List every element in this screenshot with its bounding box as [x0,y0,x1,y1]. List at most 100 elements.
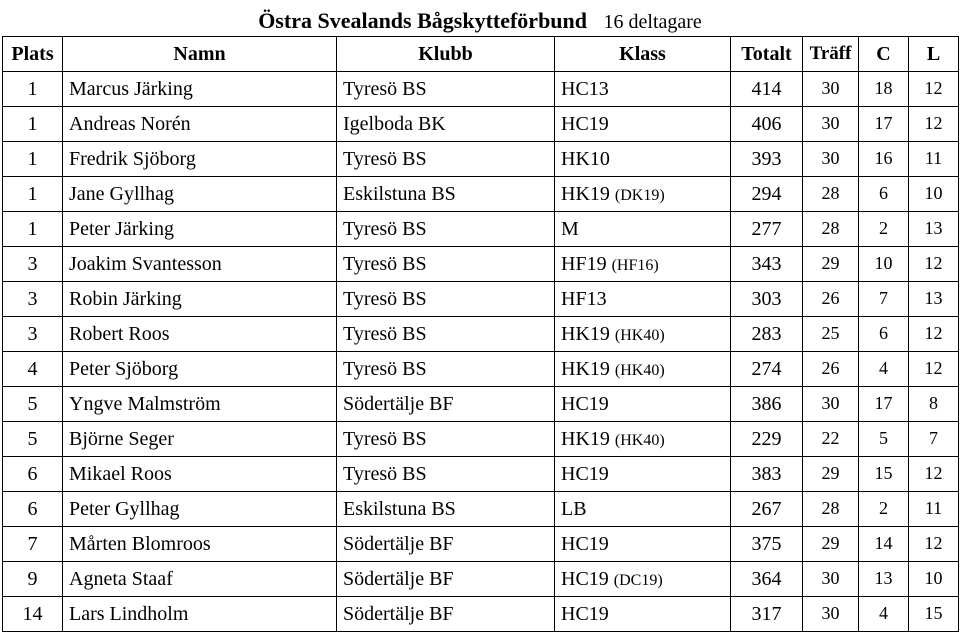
cell-klass: HK10 [555,142,731,177]
klass-main: HC19 [561,393,609,415]
cell-l: 10 [909,177,959,212]
table-row: 1Marcus JärkingTyresö BSHC13414301812 [3,72,959,107]
cell-plats: 14 [3,597,63,632]
cell-klass: HC19 (DC19) [555,562,731,597]
cell-c: 17 [859,387,909,422]
cell-traff: 29 [803,527,859,562]
table-row: 7Mårten BlomroosSödertälje BFHC193752914… [3,527,959,562]
cell-klass: HK19 (HK40) [555,352,731,387]
cell-traff: 30 [803,562,859,597]
klass-main: HC19 [561,603,609,625]
cell-klubb: Eskilstuna BS [337,492,555,527]
cell-namn: Peter Järking [63,212,337,247]
cell-traff: 29 [803,247,859,282]
cell-plats: 4 [3,352,63,387]
cell-c: 2 [859,492,909,527]
table-row: 14Lars LindholmSödertälje BFHC1931730415 [3,597,959,632]
table-row: 1Peter JärkingTyresö BSM27728213 [3,212,959,247]
cell-traff: 30 [803,387,859,422]
cell-klass: HC13 [555,72,731,107]
klass-main: HK19 [561,183,615,205]
cell-klass: HF13 [555,282,731,317]
cell-totalt: 364 [731,562,803,597]
klass-sub: (HK40) [615,327,665,344]
cell-c: 16 [859,142,909,177]
cell-c: 5 [859,422,909,457]
cell-c: 14 [859,527,909,562]
klass-main: HC19 [561,533,609,555]
klass-main: HC13 [561,78,609,100]
col-klass: Klass [555,37,731,72]
cell-klubb: Södertälje BF [337,387,555,422]
cell-l: 12 [909,72,959,107]
klass-sub: (HK40) [615,432,665,449]
col-namn: Namn [63,37,337,72]
cell-klubb: Tyresö BS [337,457,555,492]
klass-main: HF13 [561,288,607,310]
cell-plats: 6 [3,457,63,492]
cell-totalt: 375 [731,527,803,562]
table-row: 1Jane GyllhagEskilstuna BSHK19 (DK19)294… [3,177,959,212]
cell-c: 10 [859,247,909,282]
klass-main: HC19 [561,463,609,485]
cell-totalt: 386 [731,387,803,422]
cell-klass: HC19 [555,597,731,632]
cell-totalt: 267 [731,492,803,527]
cell-traff: 30 [803,107,859,142]
cell-klubb: Igelboda BK [337,107,555,142]
cell-klass: M [555,212,731,247]
cell-klubb: Tyresö BS [337,142,555,177]
klass-sub: (HF16) [612,257,659,274]
cell-klubb: Tyresö BS [337,422,555,457]
cell-klubb: Tyresö BS [337,72,555,107]
klass-main: HK19 [561,323,615,345]
col-traff: Träff [803,37,859,72]
table-row: 5Yngve MalmströmSödertälje BFHC193863017… [3,387,959,422]
cell-c: 6 [859,177,909,212]
cell-totalt: 229 [731,422,803,457]
cell-klubb: Södertälje BF [337,527,555,562]
cell-klubb: Södertälje BF [337,597,555,632]
cell-traff: 28 [803,492,859,527]
klass-sub: (DK19) [615,187,665,204]
cell-plats: 1 [3,72,63,107]
cell-l: 12 [909,247,959,282]
cell-plats: 5 [3,422,63,457]
cell-totalt: 283 [731,317,803,352]
cell-plats: 3 [3,282,63,317]
table-row: 3Joakim SvantessonTyresö BSHF19 (HF16)34… [3,247,959,282]
cell-c: 6 [859,317,909,352]
cell-namn: Robin Järking [63,282,337,317]
table-row: 9Agneta StaafSödertälje BFHC19 (DC19)364… [3,562,959,597]
cell-klubb: Södertälje BF [337,562,555,597]
cell-klass: LB [555,492,731,527]
cell-traff: 26 [803,352,859,387]
cell-plats: 7 [3,527,63,562]
cell-totalt: 317 [731,597,803,632]
cell-plats: 1 [3,107,63,142]
cell-totalt: 393 [731,142,803,177]
cell-totalt: 303 [731,282,803,317]
table-row: 3Robert RoosTyresö BSHK19 (HK40)28325612 [3,317,959,352]
cell-l: 8 [909,387,959,422]
cell-namn: Joakim Svantesson [63,247,337,282]
klass-main: HC19 [561,113,609,135]
cell-c: 4 [859,597,909,632]
klass-main: HF19 [561,253,612,275]
cell-l: 10 [909,562,959,597]
cell-namn: Peter Gyllhag [63,492,337,527]
cell-namn: Jane Gyllhag [63,177,337,212]
table-row: 1Andreas NorénIgelboda BKHC19406301712 [3,107,959,142]
cell-l: 12 [909,527,959,562]
cell-l: 12 [909,352,959,387]
cell-l: 11 [909,492,959,527]
cell-klubb: Tyresö BS [337,212,555,247]
table-row: 4Peter SjöborgTyresö BSHK19 (HK40)274264… [3,352,959,387]
cell-plats: 9 [3,562,63,597]
cell-l: 13 [909,282,959,317]
cell-namn: Björne Seger [63,422,337,457]
cell-c: 7 [859,282,909,317]
table-row: 6Peter GyllhagEskilstuna BSLB26728211 [3,492,959,527]
cell-l: 11 [909,142,959,177]
table-row: 1Fredrik SjöborgTyresö BSHK10393301611 [3,142,959,177]
